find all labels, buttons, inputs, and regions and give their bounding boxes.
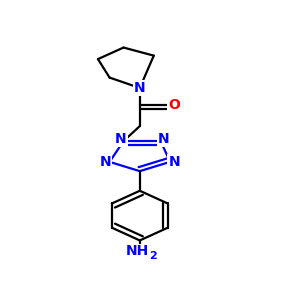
Text: N: N	[158, 132, 169, 146]
Text: NH: NH	[126, 244, 149, 258]
Text: N: N	[134, 81, 146, 95]
Text: N: N	[115, 132, 127, 146]
Text: N: N	[100, 155, 111, 169]
Text: 2: 2	[149, 251, 157, 261]
Text: N: N	[168, 155, 180, 169]
Text: O: O	[168, 98, 180, 112]
